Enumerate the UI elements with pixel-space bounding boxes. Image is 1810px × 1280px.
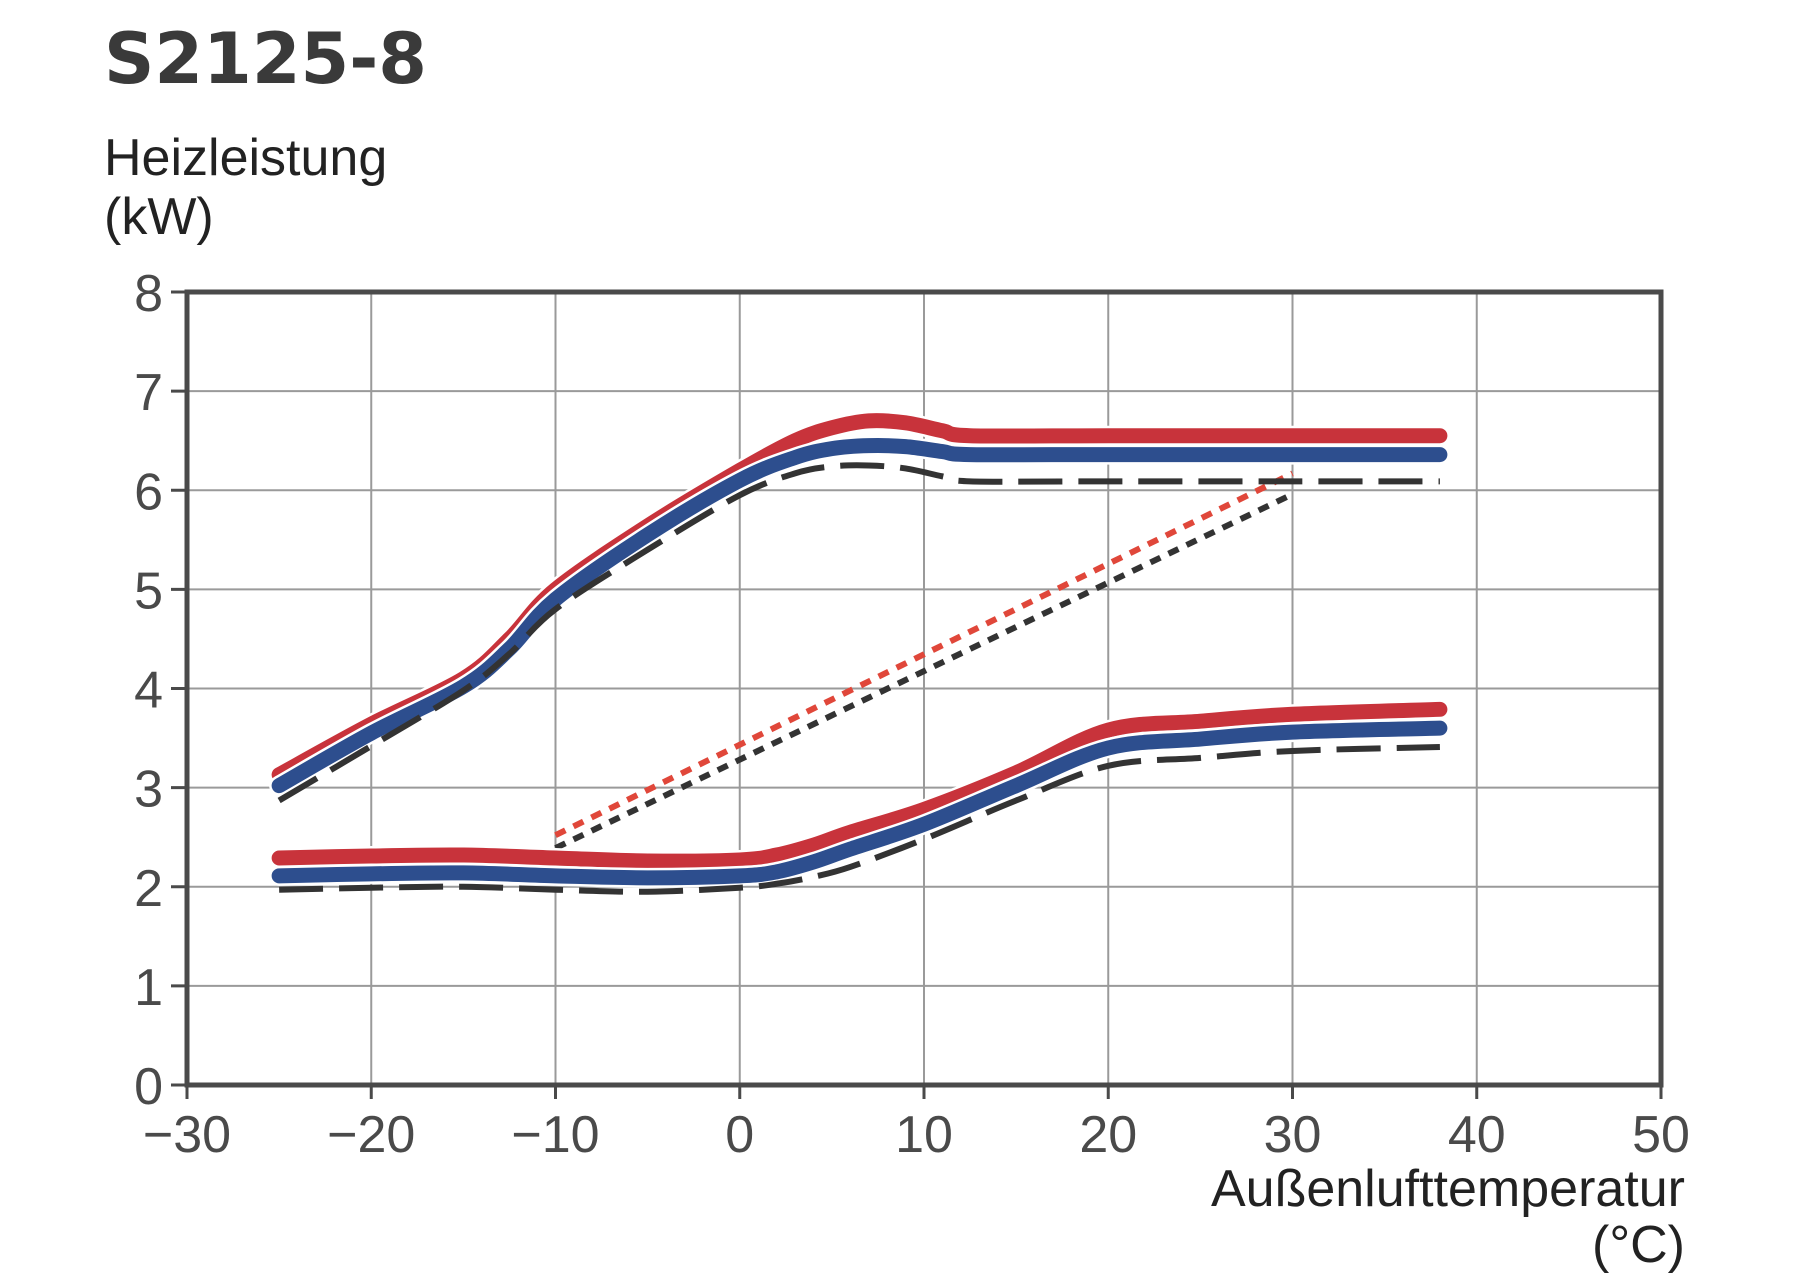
y-axis-unit: (kW) — [104, 188, 214, 246]
y-tick-label: 6 — [134, 463, 163, 521]
x-tick-label: −10 — [511, 1106, 599, 1164]
x-axis-label: Außenlufttemperatur — [1211, 1160, 1685, 1218]
series-line-4 — [271, 438, 1448, 794]
x-tick-label: 30 — [1264, 1106, 1322, 1164]
y-tick-label: 3 — [134, 761, 163, 819]
series-lines — [269, 410, 1450, 895]
grid-lines — [186, 291, 1662, 1086]
x-tick-label: −30 — [143, 1106, 231, 1164]
series-line-6 — [271, 701, 1448, 869]
x-tick-label: −20 — [327, 1106, 415, 1164]
x-tick-label: 50 — [1632, 1106, 1690, 1164]
y-tick-label: 4 — [134, 662, 163, 720]
x-tick-label: 0 — [725, 1106, 754, 1164]
series-line-7 — [271, 720, 1448, 886]
x-tick-label: 20 — [1079, 1106, 1137, 1164]
axis-ticks: −30 −20 −10 0 10 20 30 40 50 0 1 2 3 4 5 6 7 8 — [134, 265, 1690, 1164]
y-tick-label: 7 — [134, 364, 163, 422]
y-tick-label: 1 — [134, 959, 163, 1017]
y-tick-label: 0 — [134, 1058, 163, 1116]
y-tick-label: 2 — [134, 860, 163, 918]
x-axis-unit: (°C) — [1592, 1216, 1685, 1274]
y-tick-label: 8 — [134, 265, 163, 323]
series-line-5 — [277, 462, 1440, 804]
series-line-1 — [554, 470, 1294, 838]
chart-title: S2125-8 — [104, 18, 427, 100]
x-tick-label: 10 — [895, 1106, 953, 1164]
y-axis-label: Heizleistung — [104, 129, 387, 187]
x-tick-label: 40 — [1448, 1106, 1506, 1164]
series-line-2 — [554, 491, 1294, 851]
y-tick-label: 5 — [134, 562, 163, 620]
series-line-8 — [279, 743, 1440, 895]
